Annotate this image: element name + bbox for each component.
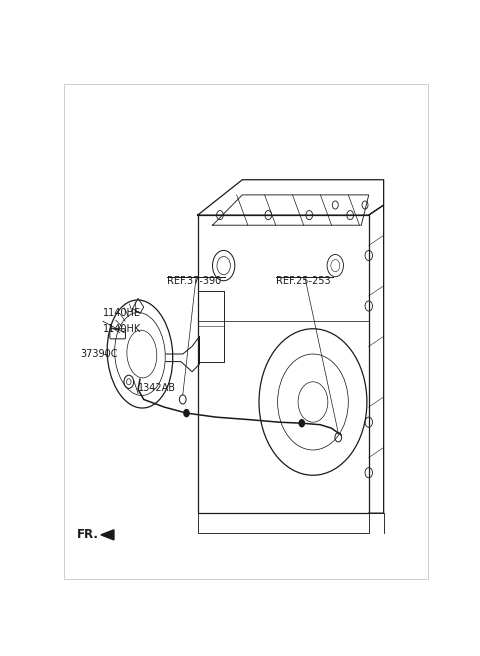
- Text: 1140HK: 1140HK: [103, 323, 141, 334]
- Text: 37390C: 37390C: [81, 349, 118, 359]
- Circle shape: [184, 409, 189, 417]
- Text: FR.: FR.: [77, 528, 99, 541]
- Polygon shape: [101, 530, 114, 540]
- Text: 1140HE: 1140HE: [103, 308, 141, 318]
- Text: REF.25-253: REF.25-253: [276, 276, 330, 286]
- Circle shape: [299, 420, 304, 427]
- Text: REF.37-390: REF.37-390: [167, 276, 221, 286]
- Text: 1342AB: 1342AB: [138, 383, 176, 394]
